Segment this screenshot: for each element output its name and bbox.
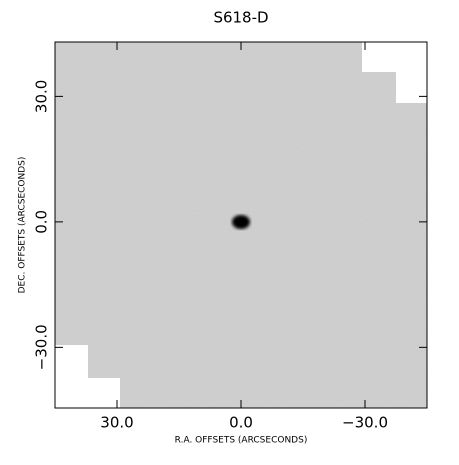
x-axis-label: R.A. OFFSETS (ARCSECONDS) <box>175 436 308 446</box>
mask-corner <box>55 345 120 408</box>
x-tick-label: 0.0 <box>229 414 253 432</box>
chart-title: S618-D <box>213 9 268 27</box>
y-axis-label: DEC. OFFSETS (ARCSECONDS) <box>18 157 28 294</box>
y-tick-label: 30.0 <box>33 80 51 113</box>
mask-corner <box>362 42 427 103</box>
y-tick-label: −30.0 <box>33 324 51 370</box>
x-tick-label: 30.0 <box>100 414 133 432</box>
y-tick-label: 0.0 <box>33 210 51 234</box>
x-tick-label: −30.0 <box>342 414 388 432</box>
source <box>232 215 250 229</box>
